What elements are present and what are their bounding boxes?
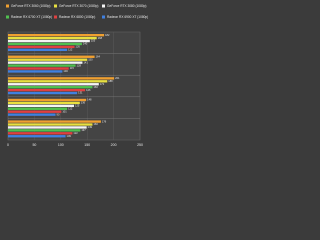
bar: [8, 64, 76, 67]
value-label: 103: [63, 69, 68, 73]
bar: [8, 123, 93, 126]
value-label: 141: [83, 60, 88, 64]
legend-label: Radeon RX 6800 (1080p): [59, 15, 95, 19]
legend-swatch: [54, 15, 57, 19]
value-label: 155: [91, 39, 96, 43]
value-label: 182: [105, 33, 110, 37]
bar: [8, 77, 115, 80]
bar: [8, 45, 75, 49]
legend-swatch: [102, 4, 105, 8]
bar: [8, 70, 63, 73]
value-label: 150: [88, 57, 93, 61]
value-label: 109: [67, 134, 72, 138]
bar: [8, 126, 87, 129]
value-label: 115: [70, 66, 75, 70]
bar: [8, 67, 69, 70]
bar: [8, 58, 88, 61]
legend-label: GeForce RTX 3060 (1080p): [11, 4, 50, 8]
x-tick-label: 250: [137, 143, 143, 147]
bar: [8, 129, 81, 132]
value-label: 201: [115, 76, 120, 80]
value-label: 90: [57, 112, 60, 116]
value-label: 128: [77, 63, 82, 67]
value-label: 146: [86, 88, 91, 92]
bar: [8, 132, 73, 135]
chart: GeForce RTX 3060 (1080p) GeForce RTX 3070…: [6, 4, 148, 147]
legend-label: GeForce RTX 3070 (1080p): [59, 4, 98, 8]
bar: [8, 34, 105, 37]
legend-swatch: [6, 4, 9, 8]
x-tick-label: 150: [84, 143, 90, 147]
legend-swatch: [102, 15, 105, 19]
bar: [8, 36, 97, 40]
bar: [8, 48, 68, 52]
legend-label: GeForce RTX 3080 (1080p): [107, 4, 146, 8]
x-tick-label: 0: [7, 143, 9, 147]
value-label: 149: [88, 125, 93, 129]
bar: [8, 61, 83, 64]
bar: [8, 55, 95, 58]
bar: [8, 39, 90, 43]
bar: [8, 113, 56, 116]
bar: [8, 101, 80, 105]
value-label: 176: [102, 119, 107, 123]
legend-swatch: [6, 15, 9, 19]
value-label: 112: [68, 106, 73, 110]
bar: [8, 83, 99, 86]
value-label: 164: [96, 54, 101, 58]
value-label: 122: [73, 131, 78, 135]
bar: [8, 91, 78, 95]
bar: [8, 135, 66, 138]
bar: [8, 88, 86, 92]
legend-label: Radeon RX 6700 XT (1080p): [11, 15, 52, 19]
value-label: 101: [62, 109, 67, 113]
bar: [8, 98, 87, 102]
value-label: 148: [87, 98, 92, 102]
value-label: 131: [78, 91, 83, 95]
bar: [8, 107, 68, 110]
bar: [8, 110, 62, 113]
bar: [8, 104, 74, 108]
value-label: 160: [93, 122, 98, 126]
legend-swatch: [54, 4, 57, 8]
value-label: 136: [81, 101, 86, 105]
x-tick-label: 200: [111, 143, 117, 147]
value-label: 172: [100, 82, 105, 86]
x-tick-label: 50: [32, 143, 36, 147]
value-label: 137: [81, 128, 86, 132]
value-label: 160: [93, 85, 98, 89]
legend-label: Radeon RX 6900 XT (1080p): [107, 15, 148, 19]
bar: [8, 86, 93, 89]
value-label: 168: [98, 36, 103, 40]
value-label: 188: [108, 79, 113, 83]
value-label: 126: [76, 45, 81, 49]
bar: [8, 120, 101, 123]
value-label: 125: [75, 104, 80, 108]
bar: [8, 80, 108, 83]
bar: [8, 42, 82, 46]
value-label: 140: [83, 42, 88, 46]
value-label: 112: [68, 48, 73, 52]
x-tick-label: 100: [58, 143, 64, 147]
